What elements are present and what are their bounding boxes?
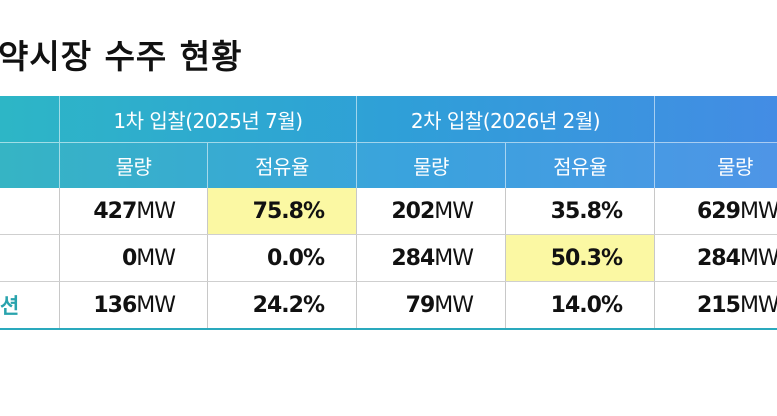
table-header-column-row: 물량 점유율 물량 점유율 물량 <box>0 143 777 188</box>
share-cell-highlighted: 75.8% <box>208 188 357 234</box>
volume-cell: 215 MW <box>697 292 777 318</box>
share-cell: 24.2% <box>208 282 357 328</box>
header-group-2: 2차 입찰(2026년 2월) <box>357 96 655 143</box>
row-label: 션 <box>0 282 60 328</box>
share-cell: 0.0% <box>208 235 357 281</box>
share-cell: 35.8% <box>506 188 655 234</box>
volume-cell: 629 MW <box>697 198 777 224</box>
page-title: 약시장 수주 현황 <box>0 37 243 76</box>
share-cell: 14.0% <box>506 282 655 328</box>
header-corner-lower <box>0 143 60 188</box>
share-cell-highlighted: 50.3% <box>506 235 655 281</box>
volume-cell: 284 MW <box>697 245 777 271</box>
header-corner <box>0 96 60 143</box>
volume-cell: 0 MW <box>60 235 208 281</box>
table-row: 0 MW 0.0% 284 MW 50.3% 284 MW <box>0 235 777 282</box>
table-header-group-row: 1차 입찰(2025년 7월) 2차 입찰(2026년 2월) <box>0 96 777 143</box>
bid-results-table: 1차 입찰(2025년 7월) 2차 입찰(2026년 2월) 물량 점유율 물… <box>0 96 777 336</box>
column-header-share-2: 점유율 <box>506 143 655 188</box>
table-row: 션 136 MW 24.2% 79 MW 14.0% 215 MW <box>0 282 777 330</box>
volume-cell: 136 MW <box>60 282 208 328</box>
volume-cell: 427 MW <box>60 188 208 234</box>
row-label <box>0 188 60 234</box>
volume-cell: 284 MW <box>357 235 506 281</box>
header-group-1: 1차 입찰(2025년 7월) <box>60 96 357 143</box>
column-header-volume-2: 물량 <box>357 143 506 188</box>
table-row: 427 MW 75.8% 202 MW 35.8% 629 MW <box>0 188 777 235</box>
column-header-volume-3: 물량 <box>717 155 753 179</box>
row-label <box>0 235 60 281</box>
column-header-volume-1: 물량 <box>60 143 208 188</box>
volume-cell: 202 MW <box>357 188 506 234</box>
volume-cell: 79 MW <box>357 282 506 328</box>
column-header-share-1: 점유율 <box>208 143 357 188</box>
header-group-3 <box>655 96 777 143</box>
